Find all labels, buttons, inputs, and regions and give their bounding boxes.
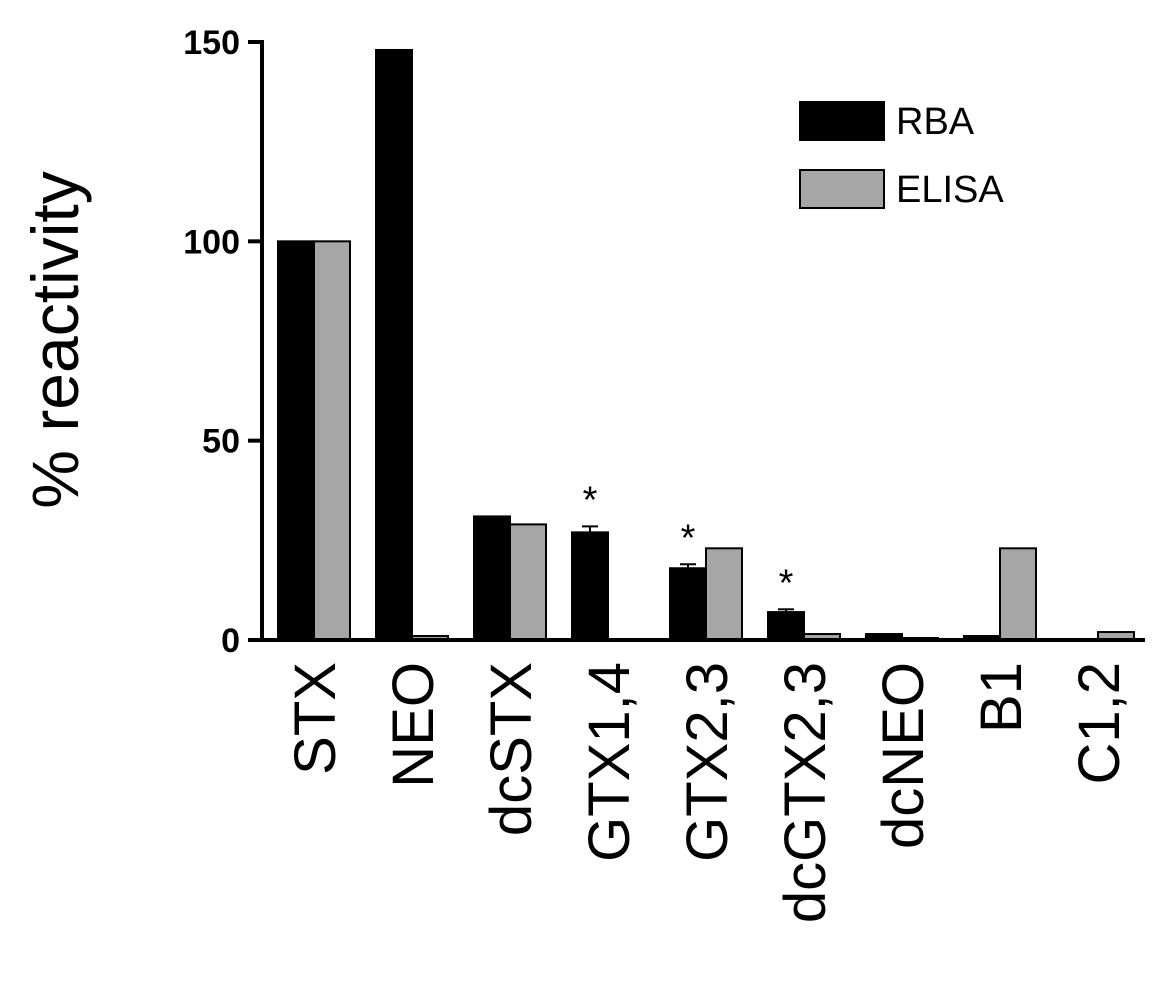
y-tick-label-100: 100 [183, 223, 240, 261]
y-tick-label-50: 50 [202, 423, 240, 461]
y-tick-label-0: 0 [221, 622, 240, 660]
y-axis-title: % reactivity [18, 171, 92, 508]
bar-elisa-gtx2-3 [705, 547, 743, 641]
x-tick-label-dcgtx2-3: dcGTX2,3 [773, 662, 838, 923]
y-tick-label-150: 150 [183, 24, 240, 62]
x-tick-label-gtx2-3: GTX2,3 [675, 662, 740, 862]
x-tick-label-c1-2: C1,2 [1067, 662, 1132, 785]
legend-swatch-elisa [799, 169, 885, 209]
legend: RBA ELISA [799, 101, 1004, 211]
x-tick-label-gtx1-4: GTX1,4 [577, 662, 642, 862]
bar-elisa-dcstx [509, 523, 547, 641]
bar-elisa-b1 [999, 547, 1037, 641]
bar-rba-neo [375, 48, 413, 642]
bar-rba-gtx2-3 [669, 567, 707, 641]
significance-asterisk-dcgtx2-3: * [779, 562, 794, 604]
x-tick-label-dcstx: dcSTX [479, 662, 544, 836]
x-tick-label-stx: STX [283, 662, 348, 775]
significance-asterisk-gtx2-3: * [681, 517, 696, 559]
x-tick-label-b1: B1 [969, 662, 1034, 733]
legend-swatch-rba [799, 101, 885, 141]
legend-label-rba: RBA [896, 101, 975, 143]
bar-rba-dcgtx2-3 [767, 611, 805, 641]
x-tick-label-dcneo: dcNEO [871, 662, 936, 849]
bar-elisa-stx [313, 240, 351, 641]
bar-rba-dcstx [473, 515, 511, 641]
x-tick-label-neo: NEO [381, 662, 446, 788]
bar-rba-stx [277, 240, 315, 641]
bar-rba-gtx1-4 [571, 531, 609, 641]
significance-asterisk-gtx1-4: * [583, 479, 598, 521]
legend-label-elisa: ELISA [896, 169, 1004, 211]
